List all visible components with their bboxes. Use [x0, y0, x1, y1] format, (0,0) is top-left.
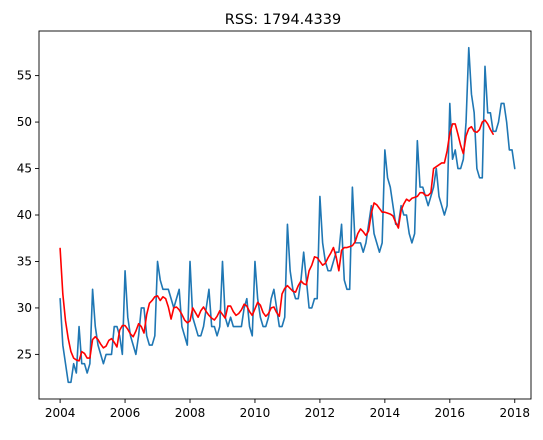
x-tick-label: 2018 [499, 406, 530, 420]
x-tick-label: 2008 [175, 406, 206, 420]
y-tick-label: 25 [17, 347, 32, 361]
x-tick-label: 2006 [110, 406, 141, 420]
series-line-1 [59, 46, 516, 384]
x-tick-label: 2016 [435, 406, 466, 420]
x-tick-label: 2010 [240, 406, 271, 420]
x-tick-label: 2014 [370, 406, 401, 420]
y-tick-label: 40 [17, 208, 32, 222]
x-tick-label: 2012 [305, 406, 336, 420]
y-tick-label: 30 [17, 301, 32, 315]
series-layer [59, 46, 516, 384]
y-tick-label: 45 [17, 162, 32, 176]
axes-layer: 2004 2006 2008 2010 2012 2014 2016 2018 25 30 35 40… [17, 30, 532, 420]
y-tick-label: 55 [17, 69, 32, 83]
series-line-2 [59, 119, 494, 362]
x-tick-label: 2004 [45, 406, 76, 420]
chart-title: RSS: 1794.4339 [225, 12, 341, 28]
y-tick-label: 50 [17, 115, 32, 129]
y-tick-label: 35 [17, 254, 32, 268]
